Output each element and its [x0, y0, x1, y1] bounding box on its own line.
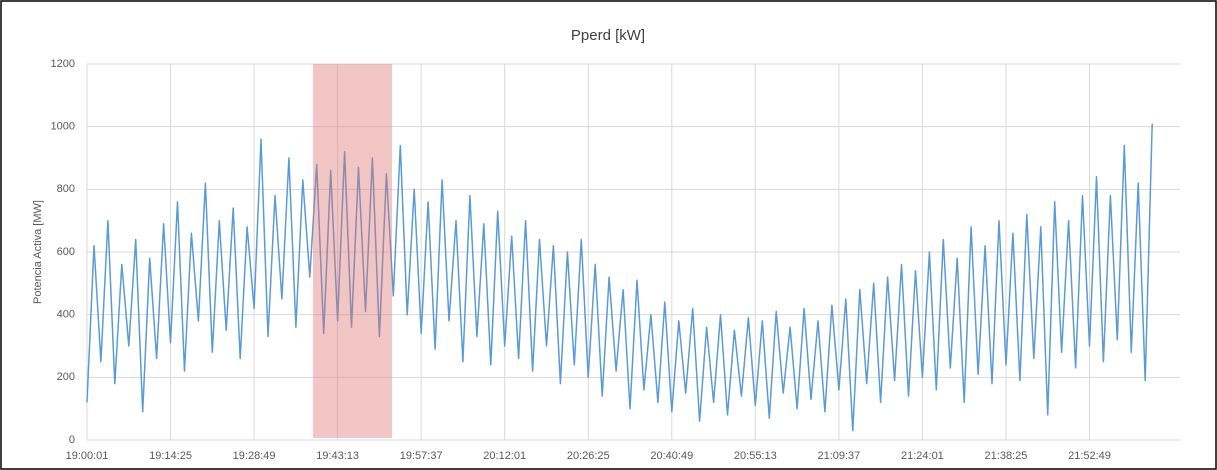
chart-title: Pperd [kW]: [571, 27, 645, 44]
x-tick-label: 21:38:25: [985, 450, 1028, 462]
x-tick-label: 19:00:01: [66, 450, 109, 462]
x-tick-label: 20:26:25: [567, 450, 610, 462]
plot: [86, 123, 1153, 432]
x-tick-label: 20:40:49: [650, 450, 693, 462]
x-tick-label: 19:14:25: [149, 450, 192, 462]
y-tick-label: 1000: [51, 121, 75, 133]
highlight-band: [313, 64, 392, 438]
y-tick-label: 400: [57, 309, 75, 321]
y-tick-label: 0: [69, 434, 75, 446]
x-tick-label: 19:28:49: [233, 450, 276, 462]
x-tick-label: 21:52:49: [1068, 450, 1111, 462]
y-tick-label: 800: [57, 183, 75, 195]
x-tick-label: 20:12:01: [483, 450, 526, 462]
y-tick-label: 200: [57, 371, 75, 383]
data-line: [86, 123, 1153, 432]
x-tick-label: 21:24:01: [901, 450, 944, 462]
y-tick-label: 1200: [51, 58, 75, 70]
y-tick-label: 600: [57, 246, 75, 258]
x-tick-label: 20:55:13: [734, 450, 777, 462]
x-tick-label: 19:57:37: [400, 450, 443, 462]
y-axis-label: Potencia Activa [MW]: [32, 200, 44, 304]
x-tick-label: 19:43:13: [316, 450, 359, 462]
x-tick-label: 21:09:37: [817, 450, 860, 462]
